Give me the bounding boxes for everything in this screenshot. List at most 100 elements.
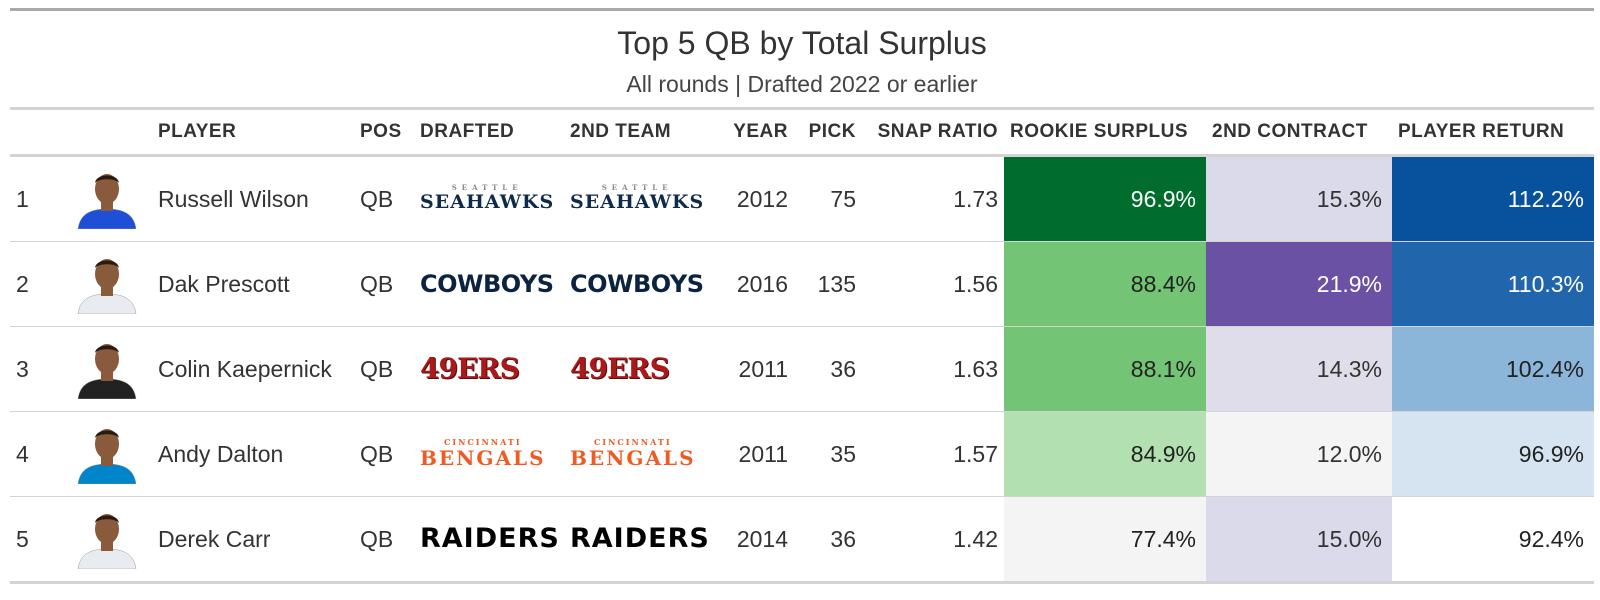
header-player: PLAYER — [158, 121, 237, 142]
player-headshot-icon — [77, 514, 137, 569]
player-name-cell: Derek Carr — [152, 496, 354, 584]
table-body: 1 Russell Wilson QB SEATTLE SEAHAWKS SEATTLE… — [10, 155, 1594, 584]
second-team-main-text: COWBOYS — [570, 269, 704, 298]
pick-cell: 75 — [794, 155, 862, 242]
drafted-team-main-text: COWBOYS — [420, 269, 554, 298]
second-team-logo: CINCINNATI BENGALS — [570, 438, 696, 468]
table-row: 4 Andy Dalton QB CINCINNATI BENGALS CINCINNA… — [10, 411, 1594, 497]
table-row: 5 Derek Carr QB RAIDERS RAIDERS 2014 36 1.42 77… — [10, 496, 1594, 584]
headshot-cell — [58, 411, 152, 497]
second-contract-cell: 15.3% — [1206, 155, 1392, 242]
headshot-cell — [58, 496, 152, 584]
drafted-team-main-text: BENGALS — [420, 445, 546, 470]
second-contract-cell: 15.0% — [1206, 496, 1392, 584]
second-team-logo: RAIDERS — [570, 525, 710, 552]
header-rank — [10, 109, 58, 156]
drafted-team-cell: RAIDERS — [414, 496, 564, 584]
drafted-team-small-text: CINCINNATI — [443, 436, 522, 447]
second-team-main-text: SEAHAWKS — [570, 191, 705, 213]
player-headshot-icon — [77, 174, 137, 229]
header-year: YEAR — [733, 121, 788, 142]
table-subtitle: All rounds | Drafted 2022 or earlier — [626, 71, 978, 97]
year-cell: 2012 — [714, 155, 794, 242]
drafted-team-cell: SEATTLE SEAHAWKS — [414, 155, 564, 242]
position-cell: QB — [354, 326, 414, 412]
table-row: 1 Russell Wilson QB SEATTLE SEAHAWKS SEATTLE… — [10, 155, 1594, 242]
second-team-small-text: SEATTLE — [601, 183, 673, 192]
rookie-surplus-cell: 77.4% — [1004, 496, 1206, 584]
second-team-logo: SEATTLE SEAHAWKS — [570, 184, 704, 212]
header-rookie-surplus: ROOKIE SURPLUS — [1010, 121, 1189, 142]
second-team-cell: CINCINNATI BENGALS — [564, 411, 714, 497]
header-second-team: 2ND TEAM — [570, 121, 672, 142]
player-return-cell: 112.2% — [1392, 155, 1594, 242]
rank-cell: 4 — [10, 411, 58, 497]
position-cell: QB — [354, 241, 414, 327]
table-title: Top 5 QB by Total Surplus — [617, 25, 987, 61]
header-headshot — [58, 109, 152, 156]
drafted-team-logo: CINCINNATI BENGALS — [420, 438, 546, 468]
player-name-cell: Andy Dalton — [152, 411, 354, 497]
headshot-cell — [58, 155, 152, 242]
player-return-cell: 102.4% — [1392, 326, 1594, 412]
second-contract-cell: 14.3% — [1206, 326, 1392, 412]
player-return-cell: 96.9% — [1392, 411, 1594, 497]
rookie-surplus-cell: 88.4% — [1004, 241, 1206, 327]
pick-cell: 36 — [794, 326, 862, 412]
drafted-team-logo: RAIDERS — [420, 525, 560, 552]
rank-cell: 3 — [10, 326, 58, 412]
snap-ratio-cell: 1.42 — [862, 496, 1004, 584]
header-row: PLAYER POS DRAFTED 2ND TEAM YEAR PICK SN… — [10, 108, 1594, 156]
rookie-surplus-cell: 96.9% — [1004, 155, 1206, 242]
second-team-cell: RAIDERS — [564, 496, 714, 584]
header-second-contract: 2ND CONTRACT — [1212, 121, 1368, 142]
header-pick: PICK — [808, 121, 856, 142]
second-contract-cell: 21.9% — [1206, 241, 1392, 327]
rank-cell: 1 — [10, 155, 58, 242]
second-contract-cell: 12.0% — [1206, 411, 1392, 497]
snap-ratio-cell: 1.63 — [862, 326, 1004, 412]
rookie-surplus-cell: 84.9% — [1004, 411, 1206, 497]
top-rule — [10, 8, 1594, 11]
pick-cell: 35 — [794, 411, 862, 497]
drafted-team-cell: 49ERS — [414, 326, 564, 412]
snap-ratio-cell: 1.57 — [862, 411, 1004, 497]
drafted-team-cell: COWBOYS — [414, 241, 564, 327]
drafted-team-main-text: RAIDERS — [420, 523, 560, 554]
drafted-team-main-text: 49ERS — [420, 351, 520, 385]
table-widget: Top 5 QB by Total Surplus All rounds | D… — [10, 8, 1594, 584]
headshot-cell — [58, 241, 152, 327]
year-cell: 2011 — [714, 411, 794, 497]
second-team-main-text: BENGALS — [570, 445, 696, 470]
player-return-cell: 92.4% — [1392, 496, 1594, 584]
position-cell: QB — [354, 155, 414, 242]
drafted-team-main-text: SEAHAWKS — [420, 191, 555, 213]
player-headshot-icon — [77, 429, 137, 484]
position-cell: QB — [354, 496, 414, 584]
pick-cell: 36 — [794, 496, 862, 584]
rank-cell: 2 — [10, 241, 58, 327]
rookie-surplus-cell: 88.1% — [1004, 326, 1206, 412]
second-team-cell: SEATTLE SEAHAWKS — [564, 155, 714, 242]
drafted-team-logo: 49ERS — [420, 351, 520, 385]
second-team-cell: 49ERS — [564, 326, 714, 412]
snap-ratio-cell: 1.73 — [862, 155, 1004, 242]
second-team-cell: COWBOYS — [564, 241, 714, 327]
snap-ratio-cell: 1.56 — [862, 241, 1004, 327]
drafted-team-cell: CINCINNATI BENGALS — [414, 411, 564, 497]
header-pos: POS — [360, 121, 402, 142]
qb-surplus-table: PLAYER POS DRAFTED 2ND TEAM YEAR PICK SN… — [10, 107, 1594, 584]
year-cell: 2014 — [714, 496, 794, 584]
second-team-main-text: 49ERS — [570, 351, 670, 385]
table-row: 2 Dak Prescott QB COWBOYS COWBOYS 2016 135 1.5… — [10, 241, 1594, 327]
header-snap-ratio: SNAP RATIO — [877, 121, 998, 142]
second-team-main-text: RAIDERS — [570, 523, 710, 554]
pick-cell: 135 — [794, 241, 862, 327]
player-headshot-icon — [77, 259, 137, 314]
year-cell: 2011 — [714, 326, 794, 412]
table-row: 3 Colin Kaepernick QB 49ERS 49ERS 2011 36 1.63… — [10, 326, 1594, 412]
drafted-team-logo: COWBOYS — [420, 272, 554, 296]
drafted-team-small-text: SEATTLE — [451, 183, 523, 192]
second-team-logo: COWBOYS — [570, 272, 704, 296]
player-name-cell: Colin Kaepernick — [152, 326, 354, 412]
